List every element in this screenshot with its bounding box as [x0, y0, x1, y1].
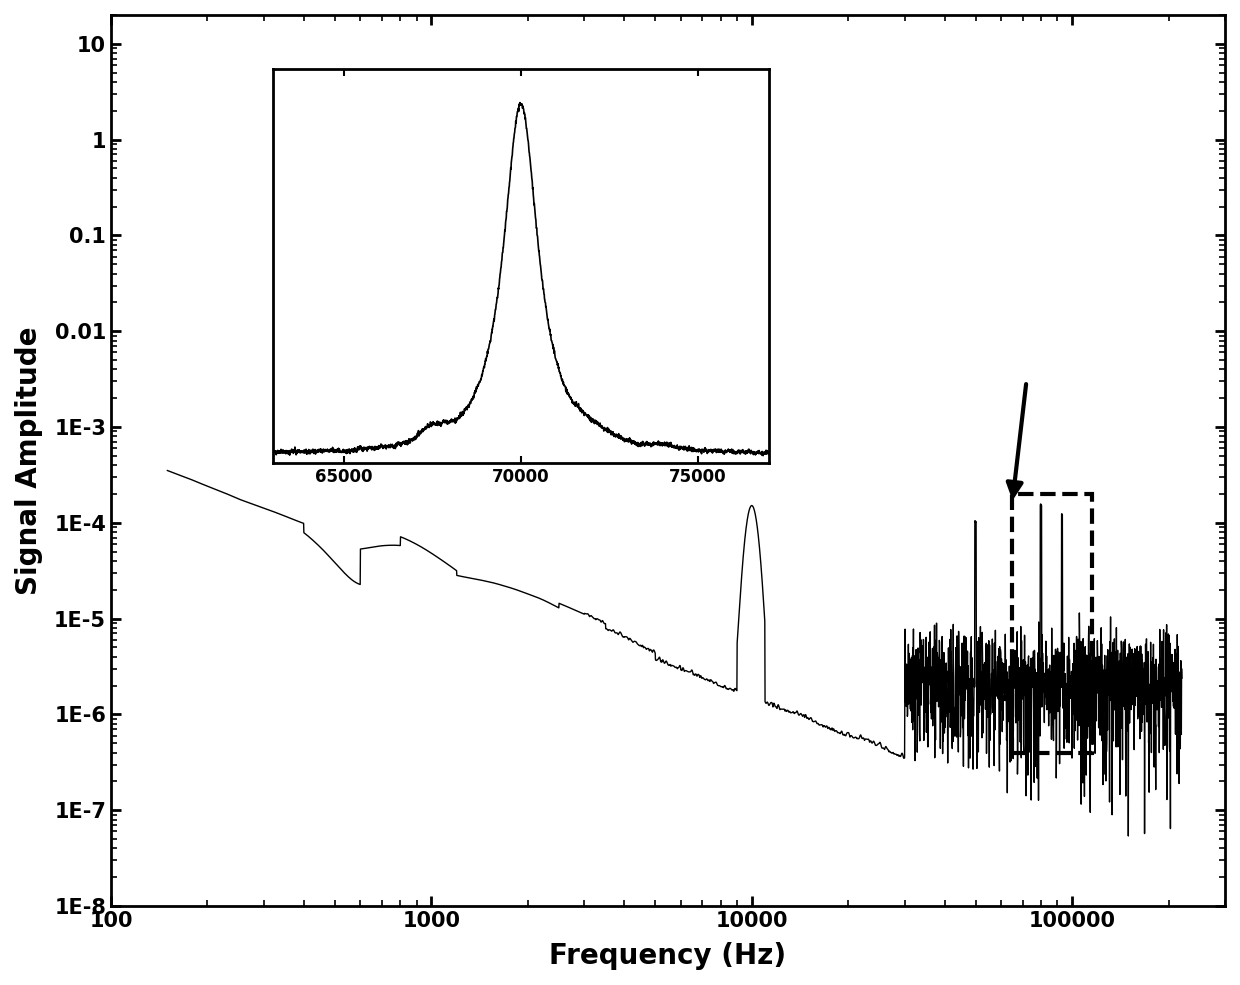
Y-axis label: Signal Amplitude: Signal Amplitude: [15, 326, 43, 595]
Bar: [1012, 494, 1091, 753]
X-axis label: Frequency (Hz): Frequency (Hz): [549, 942, 786, 970]
